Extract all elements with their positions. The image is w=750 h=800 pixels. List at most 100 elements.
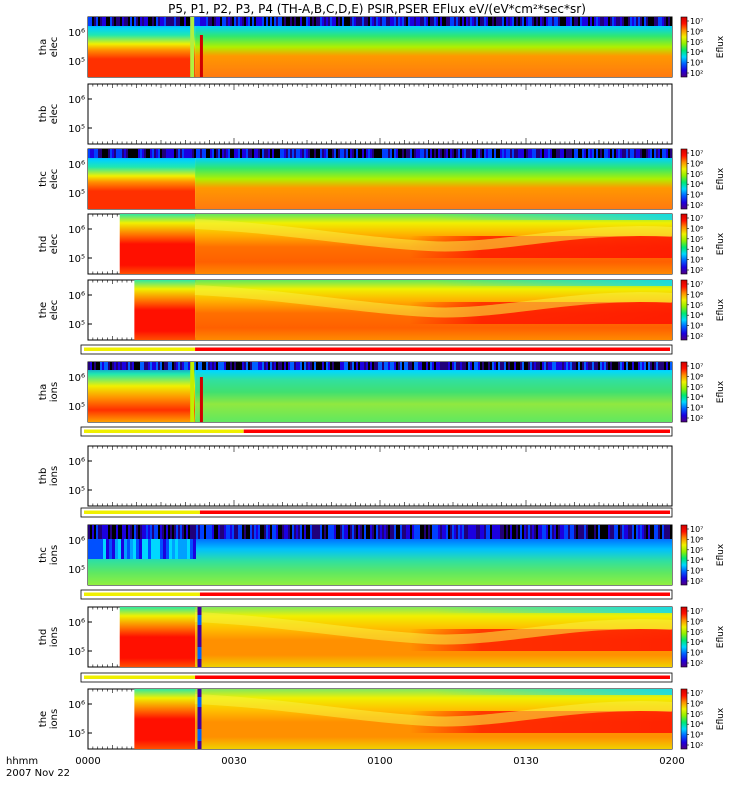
high-energy-noise — [88, 525, 672, 539]
colorbar-tick-label: 10⁵ — [690, 710, 703, 719]
colorbar-label: Eflux — [716, 232, 726, 255]
ytick-label: 10⁶ — [68, 457, 85, 468]
colorbar-tick-label: 10⁴ — [690, 180, 703, 189]
ytick-label: 10⁵ — [68, 647, 85, 658]
xtick-label: 0000 — [75, 756, 100, 767]
panel-frame — [87, 83, 673, 145]
colorbar-tick-label: 10⁶ — [690, 535, 703, 544]
top-edge — [195, 280, 672, 286]
mode-bar-segment-yellow — [84, 510, 200, 514]
colorbar-tick-label: 10⁵ — [690, 383, 703, 392]
transition-stripe — [199, 35, 203, 77]
panel-label: thaions — [38, 382, 60, 402]
transition-stripe — [190, 17, 195, 77]
colorbar-tick-label: 10² — [690, 266, 703, 275]
panel-label: thdions — [38, 627, 60, 647]
mode-bar-segment-yellow — [84, 675, 196, 679]
spectrogram-the-elec — [134, 280, 672, 340]
colorbar-tick-label: 10⁶ — [690, 224, 703, 233]
colorbar-label: Eflux — [716, 380, 726, 403]
colorbar-tick-label: 10⁷ — [690, 17, 703, 26]
ytick-label: 10⁵ — [68, 320, 85, 331]
spectrogram-the-ions — [134, 689, 672, 749]
colorbar-tick-label: 10³ — [690, 649, 703, 658]
ytick-label: 10⁵ — [68, 124, 85, 135]
colorbar-tick-label: 10² — [690, 577, 703, 586]
ytick-label: 10⁶ — [68, 291, 85, 302]
high-energy-noise — [88, 362, 672, 370]
mode-bar-segment-red — [195, 675, 671, 679]
ytick-label: 10⁶ — [68, 160, 85, 171]
ytick-label: 10⁵ — [68, 729, 85, 740]
xtick-label: 0200 — [659, 756, 684, 767]
colorbar-tick-label: 10³ — [690, 191, 703, 200]
high-energy-noise — [88, 17, 672, 26]
colorbar-tick-label: 10³ — [690, 256, 703, 265]
ytick-label: 10⁶ — [68, 95, 85, 106]
colorbar — [680, 524, 688, 586]
mid-energy-noise — [88, 539, 196, 559]
transition-stripe — [199, 377, 203, 422]
ytick-label: 10⁵ — [68, 57, 85, 68]
spectrogram-thd-ions — [119, 607, 672, 667]
panel-label: thbions — [38, 466, 60, 486]
colorbar-tick-label: 10⁵ — [690, 546, 703, 555]
wave-structure — [194, 612, 672, 645]
colorbar-label: Eflux — [716, 543, 726, 566]
colorbar — [680, 16, 688, 78]
colorbar-label: Eflux — [716, 35, 726, 58]
colorbar — [680, 279, 688, 341]
transition-stripe — [197, 607, 202, 667]
colorbar-tick-label: 10⁶ — [690, 27, 703, 36]
colorbar-tick-label: 10² — [690, 332, 703, 341]
top-edge — [195, 607, 672, 613]
colorbar-tick-label: 10² — [690, 659, 703, 668]
mode-bar-segment-red — [199, 510, 670, 514]
mode-bar-segment-red — [243, 429, 670, 433]
colorbar — [680, 606, 688, 668]
colorbar-tick-label: 10⁴ — [690, 638, 703, 647]
mode-bar-segment-yellow — [84, 592, 200, 596]
colorbar — [680, 361, 688, 423]
spectrogram-thc-elec — [88, 149, 672, 209]
ytick-label: 10⁵ — [68, 486, 85, 497]
mode-bar-segment-yellow — [84, 347, 196, 351]
top-edge — [195, 214, 672, 220]
colorbar-tick-label: 10³ — [690, 322, 703, 331]
colorbar — [680, 688, 688, 750]
mode-bar — [80, 507, 673, 518]
spectrogram-tha-elec — [88, 17, 672, 77]
mode-bar-segment-red — [199, 592, 670, 596]
spectrogram-tha-ions — [88, 362, 672, 422]
xaxis-label-date: 2007 Nov 22 — [6, 768, 70, 779]
colorbar-tick-label: 10³ — [690, 731, 703, 740]
colorbar-tick-label: 10⁴ — [690, 48, 703, 57]
panel-frame — [87, 445, 673, 507]
colorbar-tick-label: 10⁷ — [690, 214, 703, 223]
panel-label: thbelec — [38, 104, 60, 125]
panel-thb-ions: 10⁶ 10⁵ thbions — [38, 445, 673, 518]
wave-structure — [194, 219, 672, 252]
colorbar-tick-label: 10³ — [690, 404, 703, 413]
mode-bar-segment-red — [195, 347, 671, 351]
colorbar-tick-label: 10² — [690, 69, 703, 78]
colorbar-label: Eflux — [716, 707, 726, 730]
figure-title: P5, P1, P2, P3, P4 (TH-A,B,C,D,E) PSIR,P… — [168, 2, 586, 16]
colorbar-tick-label: 10⁶ — [690, 159, 703, 168]
spectrogram-thd-elec — [119, 214, 672, 274]
mode-bar-segment-yellow — [84, 429, 244, 433]
colorbar — [680, 213, 688, 275]
colorbar-tick-label: 10⁴ — [690, 720, 703, 729]
panel-label: thcelec — [38, 169, 60, 190]
colorbar-tick-label: 10⁶ — [690, 699, 703, 708]
colorbar-tick-label: 10⁷ — [690, 525, 703, 534]
ytick-label: 10⁶ — [68, 536, 85, 547]
wave-structure — [194, 694, 672, 727]
ytick-label: 10⁵ — [68, 254, 85, 265]
panel-label: thcions — [38, 545, 60, 565]
ytick-label: 10⁵ — [68, 189, 85, 200]
colorbar-tick-label: 10⁴ — [690, 556, 703, 565]
mode-bar — [80, 426, 673, 437]
panel-label: theions — [38, 709, 60, 729]
